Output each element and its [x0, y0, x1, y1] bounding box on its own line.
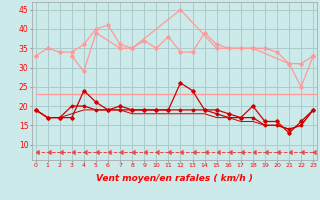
- X-axis label: Vent moyen/en rafales ( km/h ): Vent moyen/en rafales ( km/h ): [96, 174, 253, 183]
